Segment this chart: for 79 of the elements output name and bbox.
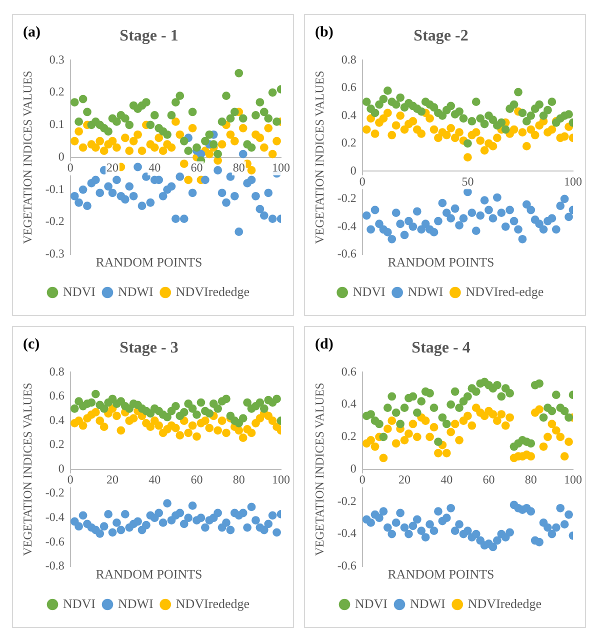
legend-label: NDVIrededge (468, 596, 542, 611)
x-tick-label: 40 (148, 472, 161, 486)
x-axis-title: RANDOM POINTS (388, 254, 494, 270)
x-tick-label: 40 (148, 160, 161, 174)
legend-label: NDVI (63, 596, 96, 611)
y-tick-label: -0.4 (45, 510, 64, 524)
y-tick-label: 0.3 (49, 52, 64, 66)
x-tick-label: 20 (106, 472, 119, 486)
y-axis-title: VEGETATION INDICES VALUES (312, 70, 326, 244)
y-tick-label: 0.2 (341, 429, 356, 444)
y-tick-label: -0.8 (45, 558, 64, 573)
legend-label: NDVIrededge (176, 284, 250, 299)
x-tick-label: 80 (232, 160, 245, 174)
y-tick-label: 0 (350, 461, 356, 476)
y-tick-label: 0 (58, 149, 64, 164)
x-tick-label: 40 (440, 472, 453, 486)
legend-label: NDWI (118, 284, 154, 299)
y-tick-label: 0.8 (49, 364, 64, 378)
y-tick-label: -0.6 (337, 246, 356, 261)
y-axis-title: VEGETATION INDICES VALUES (312, 382, 326, 556)
x-axis-title: RANDOM POINTS (388, 566, 494, 582)
x-tick-label: 100 (272, 472, 290, 486)
y-tick-label: 0.8 (341, 52, 356, 66)
y-tick-label: 0.4 (49, 412, 64, 427)
legend-label: NDVI (352, 284, 386, 299)
x-tick-label: 0 (67, 160, 74, 174)
x-tick-label: 50 (462, 174, 474, 188)
text: (a) (23, 24, 40, 40)
chart-title: Stage - 1 (120, 28, 178, 45)
y-tick-label: -0.6 (337, 558, 356, 573)
x-tick-label: 100 (272, 160, 290, 174)
y-tick-label: -0.1 (45, 182, 64, 196)
chart-title: Stage -2 (414, 28, 468, 45)
text: (b) (315, 24, 334, 40)
legend-label: NDVI (63, 284, 96, 299)
legend-label: NDVIred-edge (466, 284, 544, 299)
x-tick-label: 60 (190, 160, 203, 174)
y-tick-label: 0.4 (341, 108, 356, 122)
x-tick-label: 60 (190, 472, 203, 486)
y-tick-label: -0.4 (337, 526, 356, 540)
y-tick-label: 0 (58, 461, 64, 476)
x-tick-label: 100 (564, 472, 582, 486)
chart-title: Stage - 4 (412, 340, 470, 357)
legend-label: NDWI (408, 284, 444, 299)
y-tick-label: -0.2 (45, 214, 64, 228)
x-axis-title: RANDOM POINTS (96, 566, 202, 582)
y-tick-label: -0.2 (337, 494, 356, 508)
x-tick-label: 0 (67, 472, 74, 486)
y-tick-label: -0.6 (45, 534, 64, 548)
legend-label: NDVI (355, 596, 388, 611)
legend-label: NDWI (410, 596, 446, 611)
x-tick-label: 100 (564, 174, 582, 188)
x-tick-label: 20 (398, 472, 411, 486)
y-tick-label: 0.1 (49, 117, 64, 132)
x-tick-label: 80 (524, 472, 537, 486)
x-tick-label: 20 (106, 160, 119, 174)
x-tick-label: 80 (232, 472, 245, 486)
x-tick-label: 60 (482, 472, 495, 486)
y-axis-title: VEGETATION INDICES VALUES (20, 70, 34, 244)
y-tick-label: 0.6 (341, 364, 356, 378)
y-tick-label: 0.6 (49, 388, 64, 403)
text: (d) (315, 336, 334, 352)
y-tick-label: -0.2 (45, 486, 64, 500)
x-tick-label: 0 (359, 472, 366, 486)
y-tick-label: 0.2 (49, 84, 64, 99)
y-tick-label: 0.2 (49, 437, 64, 452)
x-tick-label: 0 (359, 174, 366, 188)
chart-title: Stage - 3 (120, 340, 178, 357)
text: (c) (23, 336, 40, 352)
y-tick-label: 0.6 (341, 80, 356, 94)
x-axis-title: RANDOM POINTS (96, 254, 202, 270)
y-tick-label: -0.2 (337, 191, 356, 206)
legend-label: NDWI (118, 596, 154, 611)
y-axis-title: VEGETATION INDICES VALUES (20, 382, 34, 556)
y-tick-label: -0.3 (45, 246, 64, 261)
legend-label: NDVIrededge (176, 596, 250, 611)
y-tick-label: -0.4 (337, 218, 356, 233)
y-tick-label: 0.2 (341, 136, 356, 150)
y-tick-label: 0.4 (341, 396, 356, 411)
